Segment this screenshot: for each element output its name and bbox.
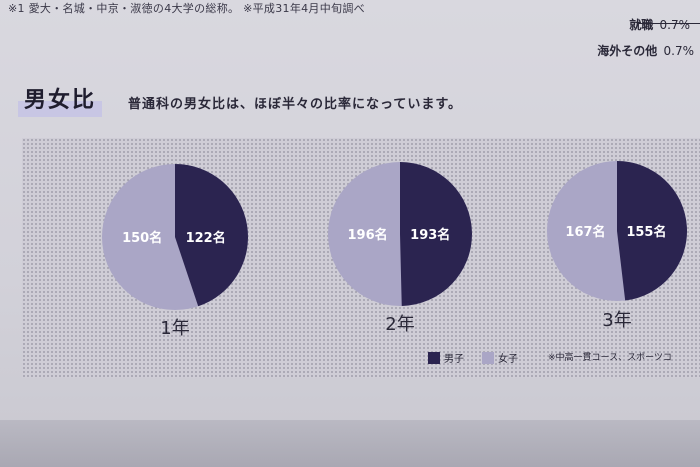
- footnote: ※中高一貫コース、スポーツコ: [548, 353, 672, 363]
- pie-label-male: 122名: [186, 230, 226, 246]
- stat-employment-value: 0.7%: [659, 18, 691, 32]
- stat-leader-line: [638, 23, 700, 24]
- pie-label-female: 196名: [348, 227, 388, 243]
- legend-female-label: 女子: [498, 354, 518, 365]
- pie-chart-1: 122名 150名 1年: [102, 164, 248, 339]
- pie-year-title: 3年: [602, 310, 631, 331]
- pie-label-male: 193名: [410, 227, 450, 243]
- section-title: 男女比: [18, 82, 103, 117]
- stat-employment-label: 就職: [629, 18, 654, 32]
- pie-chart-2: 193名 196名 2年: [328, 162, 473, 335]
- header-note: ※1 愛大・名城・中京・淑徳の4大学の総称。 ※平成31年4月中旬調べ: [8, 2, 365, 15]
- pie-year-title: 2年: [385, 314, 414, 335]
- legend-male-label: 男子: [444, 354, 464, 365]
- pie-label-female: 167名: [565, 224, 605, 240]
- stat-employment: 就職 0.7%: [629, 16, 690, 33]
- pie-chart-3: 155名 167名 3年: [547, 160, 688, 331]
- pie-slice-male: [175, 164, 248, 307]
- stat-overseas-value: 0.7%: [663, 44, 695, 58]
- pie-slice-male: [617, 160, 688, 301]
- pie-label-female: 150名: [122, 230, 162, 246]
- pie-year-title: 1年: [160, 318, 189, 339]
- page-edge: [0, 420, 700, 467]
- pie-slice-male: [400, 162, 473, 306]
- stat-overseas: 海外その他 0.7%: [597, 42, 694, 59]
- legend-female-swatch: [482, 351, 494, 364]
- legend-female: 女子: [482, 350, 518, 365]
- stat-overseas-label: 海外その他: [597, 44, 658, 58]
- legend-male-swatch: [428, 351, 440, 364]
- pie-label-male: 155名: [626, 224, 666, 240]
- section-subtitle: 普通科の男女比は、ほぼ半々の比率になっています。: [128, 97, 463, 112]
- legend-male: 男子: [428, 350, 464, 365]
